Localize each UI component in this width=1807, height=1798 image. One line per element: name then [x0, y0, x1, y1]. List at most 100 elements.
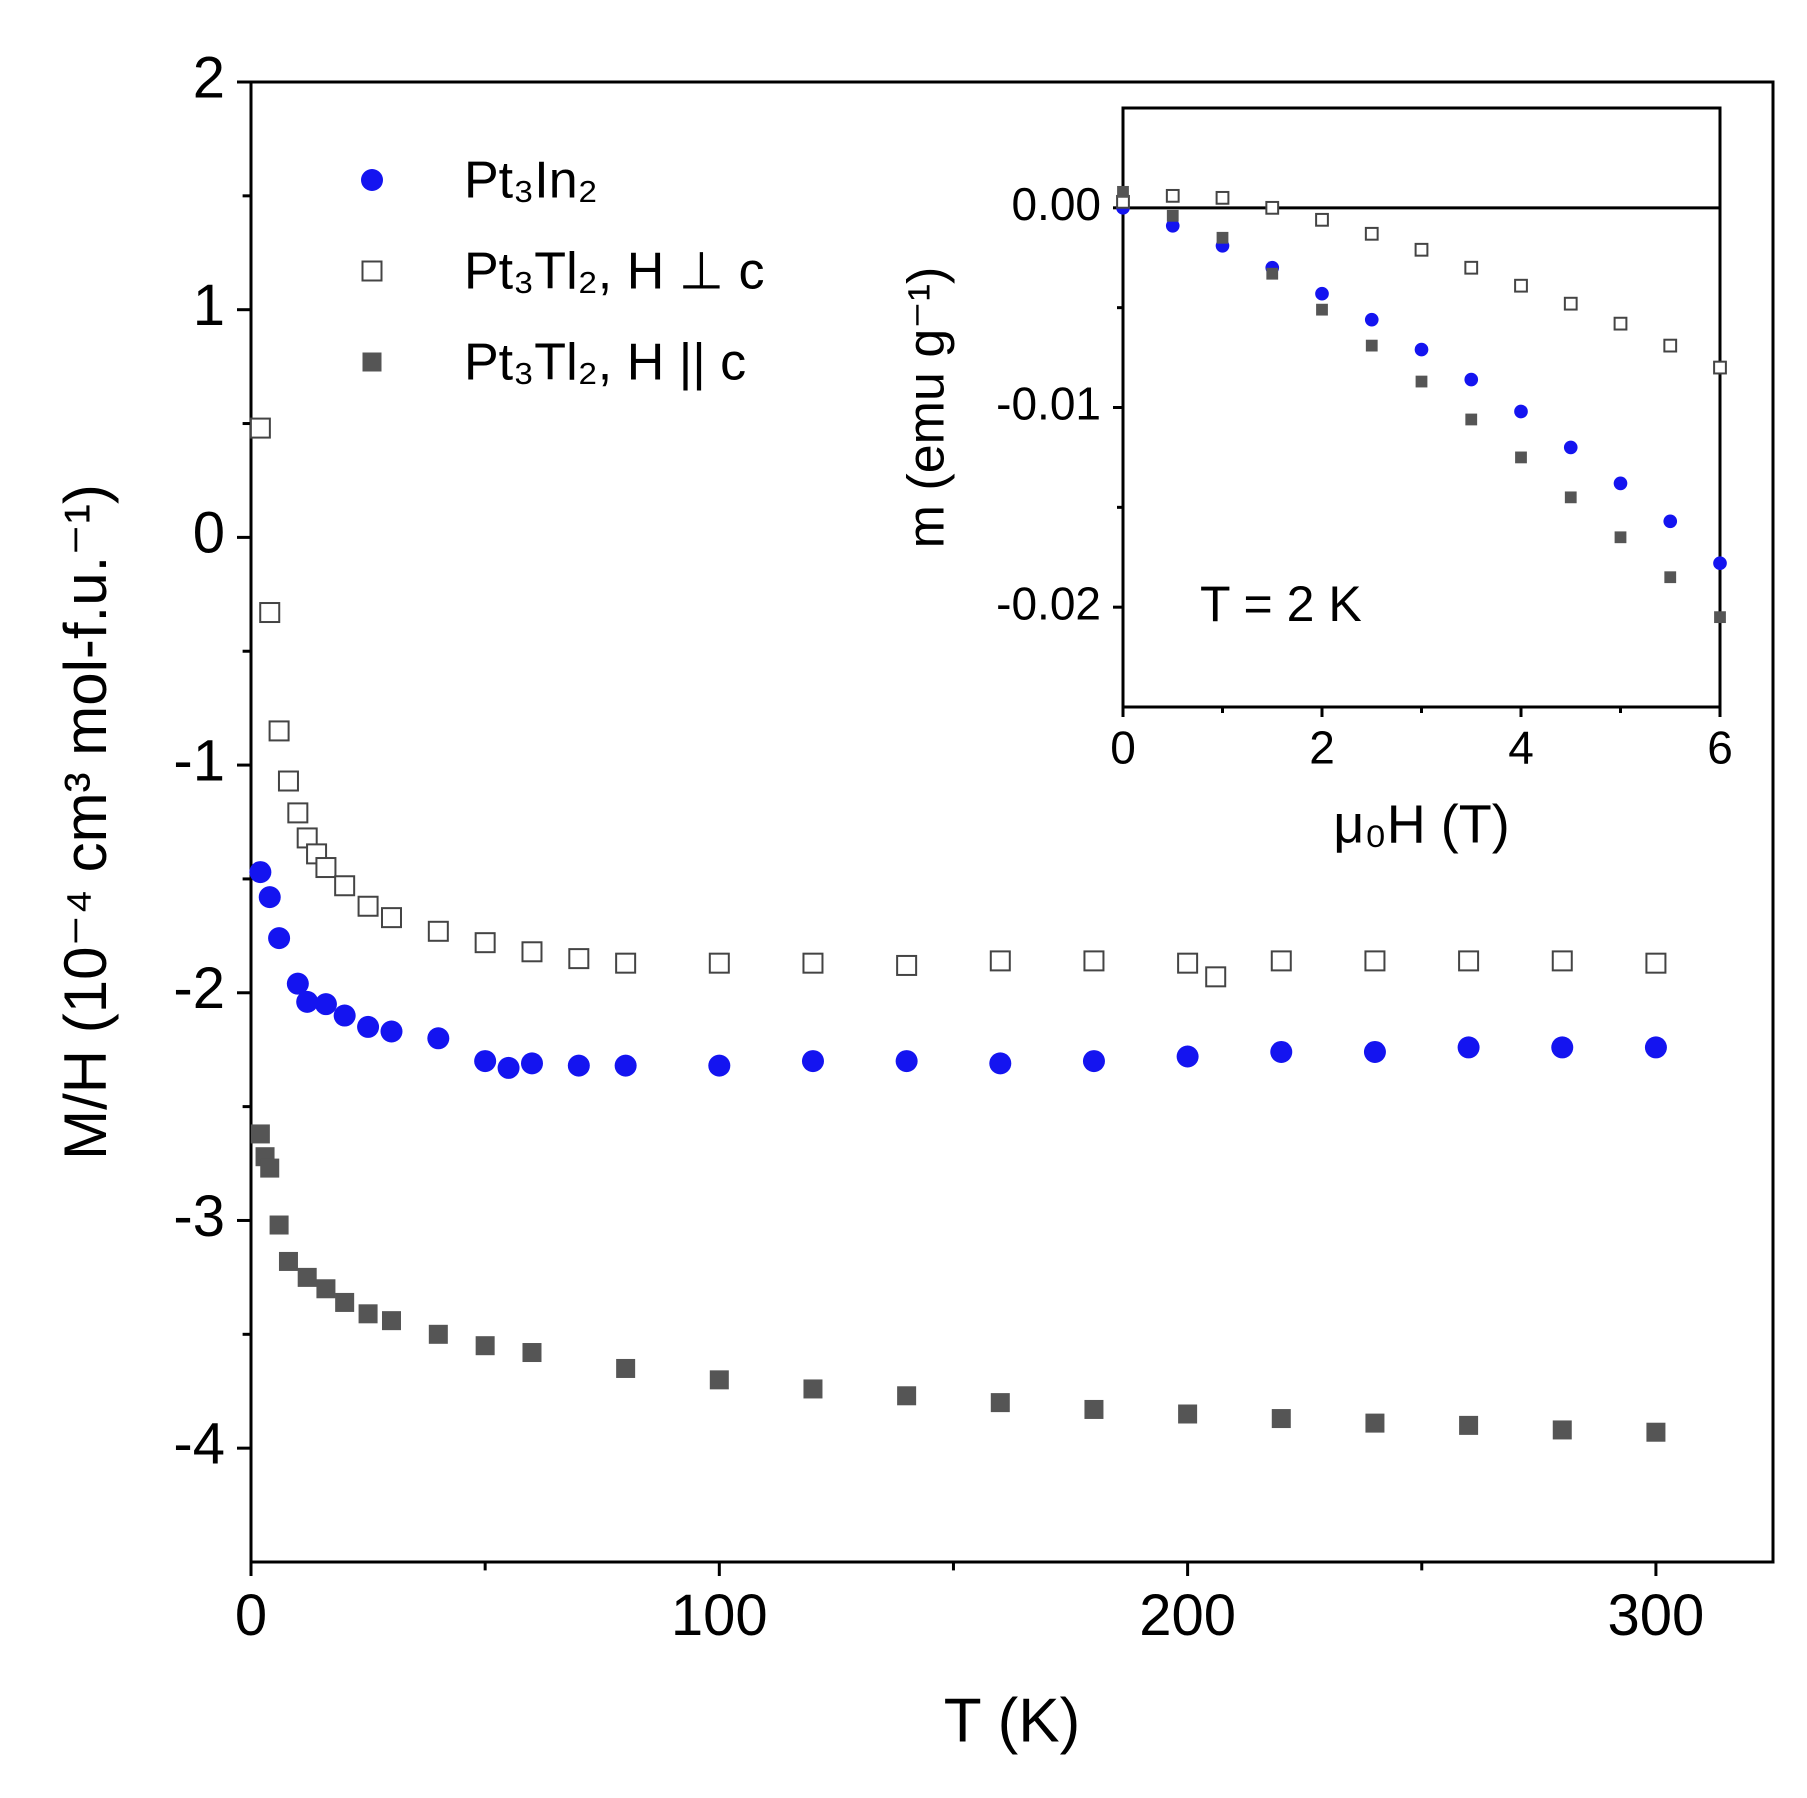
data-point	[1464, 372, 1479, 387]
x-axis-label: T (K)	[944, 1686, 1081, 1755]
data-point	[259, 602, 281, 624]
data-point	[1458, 950, 1480, 972]
data-point	[1613, 476, 1628, 491]
data-point	[316, 1279, 336, 1299]
data-point	[1364, 312, 1379, 327]
data-point	[1514, 404, 1528, 419]
x-tick-label: 6	[1707, 722, 1733, 774]
data-point	[708, 952, 730, 974]
data-point	[1564, 491, 1577, 504]
data-point	[497, 1056, 520, 1079]
data-point	[1465, 413, 1478, 426]
data-point	[521, 941, 543, 963]
y-axis-label: m (emu g⁻¹)	[898, 267, 956, 549]
y-tick-label: 1	[193, 273, 225, 338]
data-point	[268, 927, 291, 950]
data-point	[335, 1292, 355, 1312]
legend-marker	[361, 169, 383, 191]
data-point	[1166, 209, 1179, 222]
data-point	[381, 1311, 401, 1331]
x-tick-label: 2	[1309, 722, 1335, 774]
data-point	[1663, 514, 1678, 529]
data-point	[427, 920, 449, 942]
data-point	[358, 1304, 378, 1324]
data-point	[1644, 1036, 1667, 1059]
data-point	[1714, 611, 1726, 624]
data-point	[615, 952, 637, 974]
data-point	[522, 1343, 542, 1363]
y-tick-label: -1	[173, 728, 225, 793]
data-point	[427, 1027, 450, 1050]
data-point	[1552, 1420, 1572, 1440]
x-tick-label: 0	[235, 1583, 267, 1648]
data-point	[314, 993, 337, 1016]
data-point	[568, 948, 590, 970]
data-point	[801, 1050, 824, 1073]
annotation: T = 2 K	[1200, 576, 1362, 632]
legend-label: Pt₃Tl₂, H ⊥ c	[464, 243, 764, 301]
data-point	[1266, 267, 1279, 280]
data-point	[1270, 950, 1292, 972]
data-point	[1176, 1045, 1199, 1068]
data-point	[567, 1054, 590, 1077]
data-point	[895, 1050, 918, 1073]
data-point	[1365, 1413, 1385, 1433]
x-axis-label: μ₀H (T)	[1333, 794, 1509, 854]
data-point	[278, 1251, 298, 1271]
data-point	[990, 1393, 1010, 1413]
data-point	[709, 1370, 729, 1390]
data-point	[1645, 952, 1667, 974]
data-point	[296, 990, 319, 1013]
data-point	[474, 1050, 497, 1073]
data-point	[1315, 212, 1329, 227]
data-point	[1083, 950, 1105, 972]
data-point	[333, 1004, 356, 1027]
data-point	[1457, 1036, 1480, 1059]
data-point	[802, 952, 824, 974]
data-point	[1514, 278, 1528, 293]
y-tick-label: -2	[173, 956, 225, 1021]
data-point	[1363, 1040, 1386, 1063]
data-point	[1414, 342, 1429, 357]
data-point	[1084, 1399, 1104, 1419]
data-point	[1464, 260, 1479, 275]
data-point	[380, 907, 402, 929]
data-point	[1365, 339, 1378, 352]
y-tick-label: -4	[173, 1411, 225, 1476]
data-point	[896, 954, 918, 976]
data-point	[1713, 360, 1727, 375]
data-point	[614, 1054, 637, 1077]
data-point	[1205, 966, 1227, 988]
data-point	[1364, 950, 1386, 972]
data-point	[250, 1124, 270, 1144]
data-point	[1551, 1036, 1574, 1059]
data-point	[708, 1054, 731, 1077]
y-tick-label: 2	[193, 45, 225, 110]
x-tick-label: 0	[1110, 722, 1136, 774]
data-point	[1664, 571, 1677, 584]
data-point	[616, 1358, 636, 1378]
data-point	[1515, 451, 1527, 464]
data-point	[1265, 200, 1280, 215]
data-point	[1165, 218, 1180, 233]
data-point	[286, 972, 309, 995]
data-point	[1614, 531, 1627, 544]
data-point	[1663, 338, 1678, 353]
data-point	[989, 950, 1011, 972]
data-point	[277, 770, 299, 792]
y-tick-label: 0	[193, 501, 225, 566]
data-point	[1270, 1040, 1293, 1063]
data-point	[1215, 190, 1230, 205]
y-tick-label: -3	[173, 1184, 225, 1249]
data-point	[334, 875, 356, 897]
data-point	[897, 1386, 917, 1406]
legend-label: Pt₃In₂	[464, 152, 598, 210]
data-point	[428, 1324, 448, 1344]
data-point	[268, 720, 290, 742]
legend-marker	[361, 260, 383, 282]
data-point	[297, 1267, 317, 1287]
data-point	[989, 1052, 1012, 1075]
y-tick-label: -0.02	[996, 577, 1101, 629]
data-point	[1315, 286, 1329, 301]
